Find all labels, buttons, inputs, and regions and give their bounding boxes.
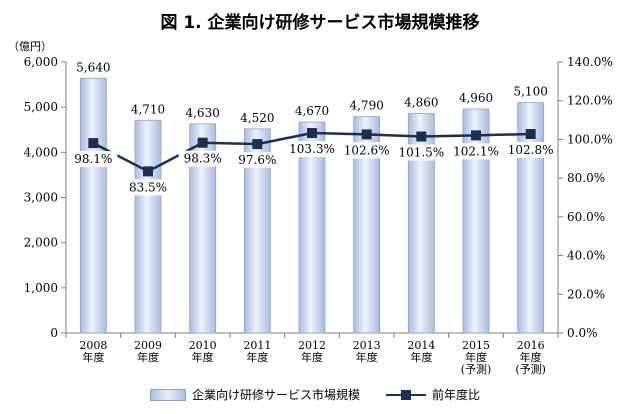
y-axis-unit-label: （億円）: [8, 40, 52, 53]
right-tick-label: 60.0%: [567, 210, 605, 224]
right-tick-label: 0.0%: [567, 326, 598, 340]
yoy-label-bg: [452, 143, 500, 160]
left-tick-label: 4,000: [24, 145, 58, 159]
legend-bar-swatch: [150, 388, 186, 401]
yoy-point: [416, 131, 427, 142]
bar: [79, 77, 107, 334]
bar: [134, 119, 162, 334]
chart-title: 図 1. 企業向け研修サービス市場規模推移: [160, 13, 480, 33]
x-tick-label: 2008 年度: [79, 339, 107, 364]
bar-value-label: 5,640: [76, 60, 110, 74]
bar-value-label: 4,790: [349, 99, 383, 113]
legend-label-yoy: 前年度比: [432, 388, 481, 402]
left-tick-label: 6,000: [24, 55, 58, 69]
yoy-value-label: 102.8%: [508, 143, 554, 157]
legend-item-market-size: 企業向け研修サービス市場規模: [150, 386, 360, 403]
yoy-value-label: 102.1%: [453, 144, 499, 158]
yoy-point: [361, 129, 372, 140]
yoy-point: [307, 128, 317, 139]
yoy-value-label: 83.5%: [129, 180, 167, 194]
x-tick-label: 2010 年度: [189, 339, 217, 364]
yoy-label-bg: [233, 152, 282, 169]
bar-value-label: 4,710: [131, 102, 165, 116]
x-tick-label: 2011 年度: [243, 339, 271, 364]
right-tick-label: 120.0%: [567, 94, 613, 108]
x-tick-label: 2015 年度(予測): [461, 339, 492, 376]
yoy-point: [525, 129, 536, 140]
yoy-point: [143, 166, 153, 177]
left-tick-label: 1,000: [24, 281, 58, 295]
right-tick-label: 100.0%: [567, 132, 613, 146]
bar-value-label: 4,860: [404, 95, 438, 109]
yoy-label-bg: [342, 142, 391, 159]
yoy-value-label: 103.3%: [289, 142, 335, 156]
yoy-value-label: 98.3%: [184, 152, 222, 166]
bar: [298, 121, 326, 334]
yoy-point: [252, 139, 263, 150]
yoy-label-bg: [178, 150, 227, 167]
x-tick-label: 2009 年度: [134, 339, 162, 364]
left-tick-label: 5,000: [24, 100, 58, 114]
yoy-label-bg: [69, 151, 118, 168]
x-tick-label: 2014 年度: [407, 339, 435, 364]
legend-item-yoy: 前年度比: [386, 386, 480, 403]
yoy-label-bg: [288, 141, 336, 158]
left-tick-label: 2,000: [24, 236, 58, 250]
yoy-label-bg: [124, 179, 172, 196]
right-tick-label: 80.0%: [567, 171, 605, 185]
yoy-value-label: 98.1%: [74, 152, 112, 166]
right-tick-label: 20.0%: [567, 287, 605, 301]
x-tick-label: 2013 年度: [353, 339, 381, 364]
bar-value-label: 4,960: [459, 91, 493, 105]
yoy-value-label: 101.5%: [398, 146, 444, 160]
bar-value-label: 4,630: [185, 106, 219, 120]
x-tick-label: 2016 年度(予測): [515, 339, 546, 376]
legend-line-swatch: [386, 389, 427, 400]
right-tick-label: 40.0%: [567, 249, 605, 263]
bar: [462, 108, 490, 334]
yoy-value-label: 97.6%: [238, 153, 276, 167]
yoy-point: [197, 137, 208, 148]
legend: 企業向け研修サービス市場規模 前年度比: [150, 386, 506, 403]
yoy-label-bg: [397, 144, 446, 161]
yoy-point: [88, 138, 99, 149]
yoy-value-label: 102.6%: [344, 143, 390, 157]
right-tick-label: 140.0%: [567, 55, 613, 69]
yoy-label-bg: [506, 142, 555, 159]
left-tick-label: 3,000: [24, 191, 58, 205]
yoy-point: [471, 130, 481, 141]
x-tick-label: 2012 年度: [298, 339, 326, 364]
bar-value-label: 4,670: [295, 104, 329, 118]
left-tick-label: 0: [50, 326, 58, 340]
bar-value-label: 5,100: [513, 85, 547, 99]
bar-value-label: 4,520: [240, 111, 274, 125]
bar: [517, 102, 545, 334]
legend-label-market-size: 企業向け研修サービス市場規模: [192, 388, 361, 402]
